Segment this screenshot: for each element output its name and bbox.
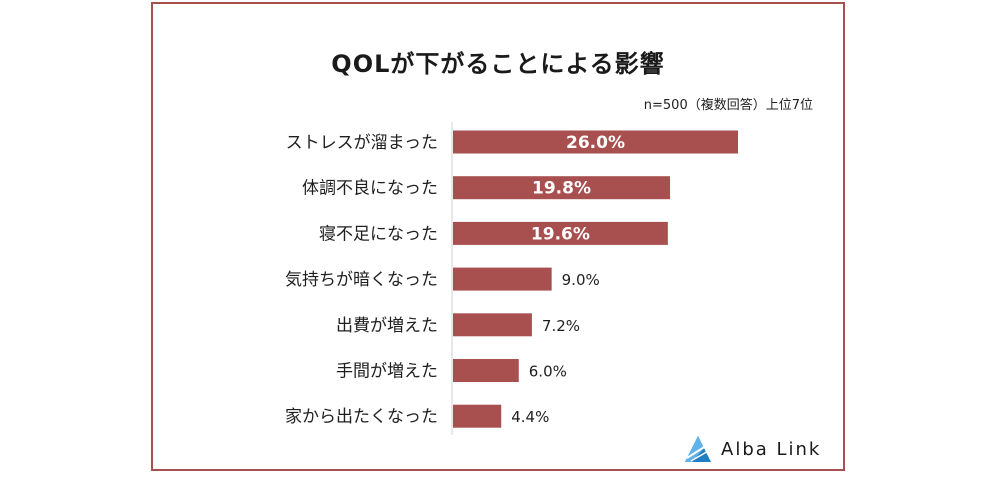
chart-frame: QOLが下がることによる影響 n=500（複数回答）上位7位 Alba Link	[151, 2, 845, 471]
bar	[453, 359, 519, 382]
category-label: 寝不足になった	[319, 223, 438, 244]
value-label: 6.0%	[529, 363, 567, 381]
bar	[453, 130, 738, 154]
value-label: 4.4%	[511, 408, 549, 426]
value-label: 26.0%	[566, 133, 625, 153]
value-label: 19.8%	[532, 179, 591, 199]
chart-title: QOLが下がることによる影響	[331, 50, 665, 78]
alba-link-logo-icon	[685, 436, 711, 462]
value-label: 9.0%	[562, 271, 600, 289]
brand-logo: Alba Link	[683, 432, 821, 466]
category-label: 手間が増えた	[336, 362, 438, 382]
brand-name: Alba Link	[721, 438, 822, 460]
category-label: 体調不良になった	[302, 179, 438, 199]
value-label: 19.6%	[531, 224, 590, 244]
bar	[453, 313, 532, 337]
bar	[453, 221, 668, 245]
category-label: 出費が増えた	[336, 316, 438, 336]
category-label: 気持ちが暗くなった	[285, 270, 438, 290]
bar	[453, 404, 502, 428]
sample-note: n=500（複数回答）上位7位	[643, 98, 813, 113]
bar	[453, 267, 552, 291]
bar	[453, 176, 671, 200]
category-label: ストレスが溜まった	[286, 133, 438, 153]
category-label: 家から出たくなった	[285, 407, 438, 427]
value-label: 7.2%	[542, 317, 580, 335]
